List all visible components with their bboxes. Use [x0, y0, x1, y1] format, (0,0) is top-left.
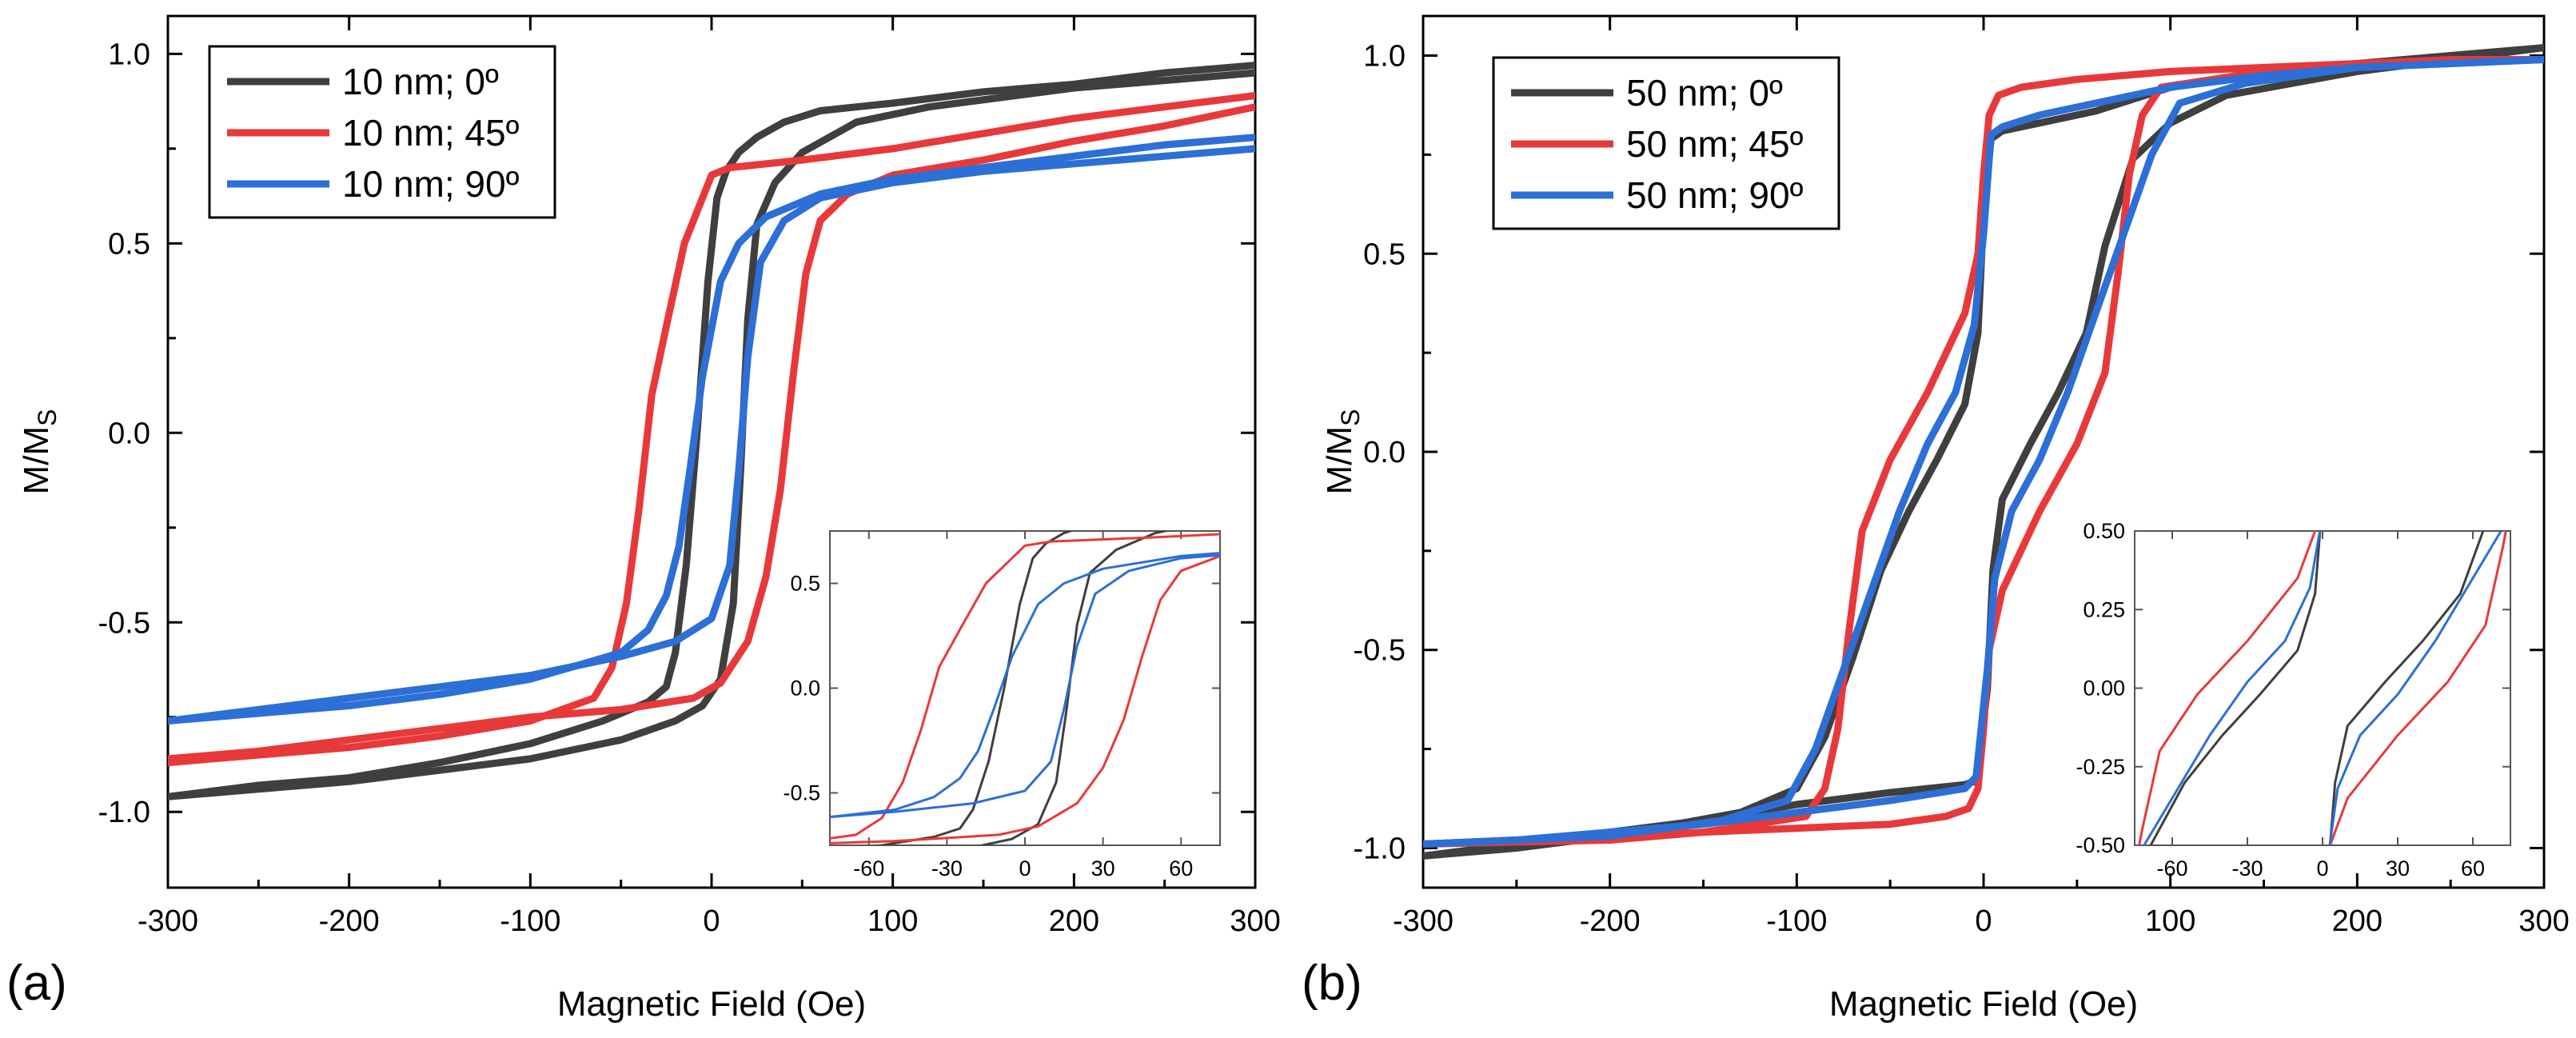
inset-y-tick-label: -0.25: [2076, 755, 2125, 779]
y-axis-title-subscript: S: [33, 409, 62, 426]
inset-series-line-descending: [2138, 531, 2317, 845]
x-tick-label: -200: [1580, 904, 1641, 938]
x-tick-label: 0: [1975, 904, 1992, 938]
inset-frame: [829, 530, 1221, 846]
inset-series-line-ascending: [2328, 531, 2485, 845]
x-tick-label: -300: [138, 904, 198, 938]
panel-b: -300 -200 -100 0 100 200 300-1.0-0.50.00.51.0M…: [1302, 14, 2570, 1024]
legend-label: 10 nm; 90º: [342, 163, 520, 205]
x-tick-label: 0: [703, 904, 720, 938]
inset-series-line-ascending: [2328, 531, 2502, 845]
y-axis-title-subscript: S: [1336, 409, 1365, 426]
y-tick-label: 0.5: [108, 227, 150, 261]
inset-y-tick-label: 0.5: [790, 572, 820, 596]
inset-series-line-descending: [2143, 531, 2322, 845]
y-tick-label: -0.5: [1354, 634, 1406, 668]
legend-label: 50 nm; 45º: [1626, 123, 1804, 165]
legend-label: 50 nm; 90º: [1626, 174, 1804, 216]
inset-series-group: [830, 531, 1220, 845]
series-line-descending: [168, 92, 1255, 767]
y-tick-label: 0.5: [1363, 238, 1406, 271]
inset-y-tick-label: 0.0: [790, 677, 820, 701]
panel-tag: (b): [1302, 956, 1362, 1011]
series-line-descending: [168, 62, 1255, 800]
inset-x-tick-label: -30: [2231, 856, 2263, 880]
inset-y-tick-label: 0.00: [2083, 677, 2125, 701]
inset-series-line-ascending: [830, 554, 1220, 844]
legend-label: 50 nm; 0º: [1626, 72, 1783, 114]
y-tick-label: 0.0: [1363, 436, 1406, 469]
y-axis-title-main: M/M: [1320, 426, 1359, 495]
inset-series-line-ascending: [2328, 531, 2507, 845]
series-line-ascending: [1423, 56, 2544, 848]
y-tick-label: 1.0: [108, 38, 150, 71]
x-tick-label: -200: [319, 904, 380, 938]
y-axis-title: M/MS: [17, 409, 62, 495]
series-line-descending: [1423, 56, 2544, 848]
y-axis-title-main: M/M: [17, 426, 56, 495]
inset-x-tick-label: 30: [1091, 856, 1115, 880]
x-tick-label: 200: [1049, 904, 1099, 938]
y-tick-label: -1.0: [1354, 832, 1406, 865]
x-tick-label: 300: [2518, 904, 2569, 938]
x-tick-label: -100: [1766, 904, 1827, 938]
inset-series-line-ascending: [976, 531, 1171, 845]
x-tick-label: 300: [1230, 904, 1280, 938]
x-tick-label: 200: [2332, 904, 2383, 938]
inset-series-line-descending: [2149, 531, 2322, 845]
y-axis-title: M/MS: [1320, 409, 1365, 495]
legend-label: 10 nm; 45º: [342, 112, 520, 154]
series-line-descending: [168, 134, 1255, 725]
inset-y-tick-label: 0.25: [2083, 597, 2125, 621]
y-tick-label: 0.0: [108, 417, 150, 450]
panel-tag: (a): [6, 956, 67, 1011]
x-tick-label: -300: [1393, 904, 1453, 938]
inset-x-tick-label: 60: [2461, 856, 2485, 880]
x-tick-label: 100: [2145, 904, 2195, 938]
inset-series-line-descending: [830, 533, 1220, 840]
inset-series-group: [2138, 531, 2507, 845]
series-line-ascending: [168, 103, 1255, 763]
series-group: [168, 62, 1255, 800]
inset-x-tick-label: 0: [1019, 856, 1031, 880]
inset-x-tick-label: 60: [1169, 856, 1193, 880]
x-axis-title: Magnetic Field (Oe): [557, 984, 866, 1024]
inset-x-tick-label: -30: [931, 856, 963, 880]
inset-y-tick-label: -0.5: [783, 781, 820, 805]
inset-series-line-descending: [830, 551, 1220, 819]
series-line-ascending: [1423, 56, 2544, 848]
x-axis-title: Magnetic Field (Oe): [1829, 984, 2138, 1024]
panel-a: -300 -200 -100 0 100 200 300-1.0-0.50.00.51.0M…: [6, 14, 1281, 1024]
series-line-ascending: [168, 145, 1255, 725]
inset-series-line-ascending: [830, 553, 1220, 819]
y-tick-label: -0.5: [98, 606, 150, 640]
inset-y-tick-label: -0.50: [2076, 833, 2125, 857]
x-tick-label: 100: [867, 904, 918, 938]
series-line-ascending: [168, 69, 1255, 800]
y-tick-label: 1.0: [1363, 40, 1406, 74]
inset-series-line-descending: [874, 531, 1075, 845]
inset-x-tick-label: 0: [2316, 856, 2328, 880]
x-tick-label: -100: [500, 904, 560, 938]
inset-frame: [2134, 530, 2511, 846]
y-tick-label: -1.0: [98, 796, 150, 829]
legend-label: 10 nm; 0º: [342, 61, 499, 102]
series-group: [1423, 44, 2544, 860]
inset-y-tick-label: 0.50: [2083, 519, 2125, 543]
inset-x-tick-label: -60: [2156, 856, 2187, 880]
series-line-descending: [1423, 56, 2544, 848]
inset-x-tick-label: -60: [853, 856, 884, 880]
inset-x-tick-label: 30: [2386, 856, 2410, 880]
